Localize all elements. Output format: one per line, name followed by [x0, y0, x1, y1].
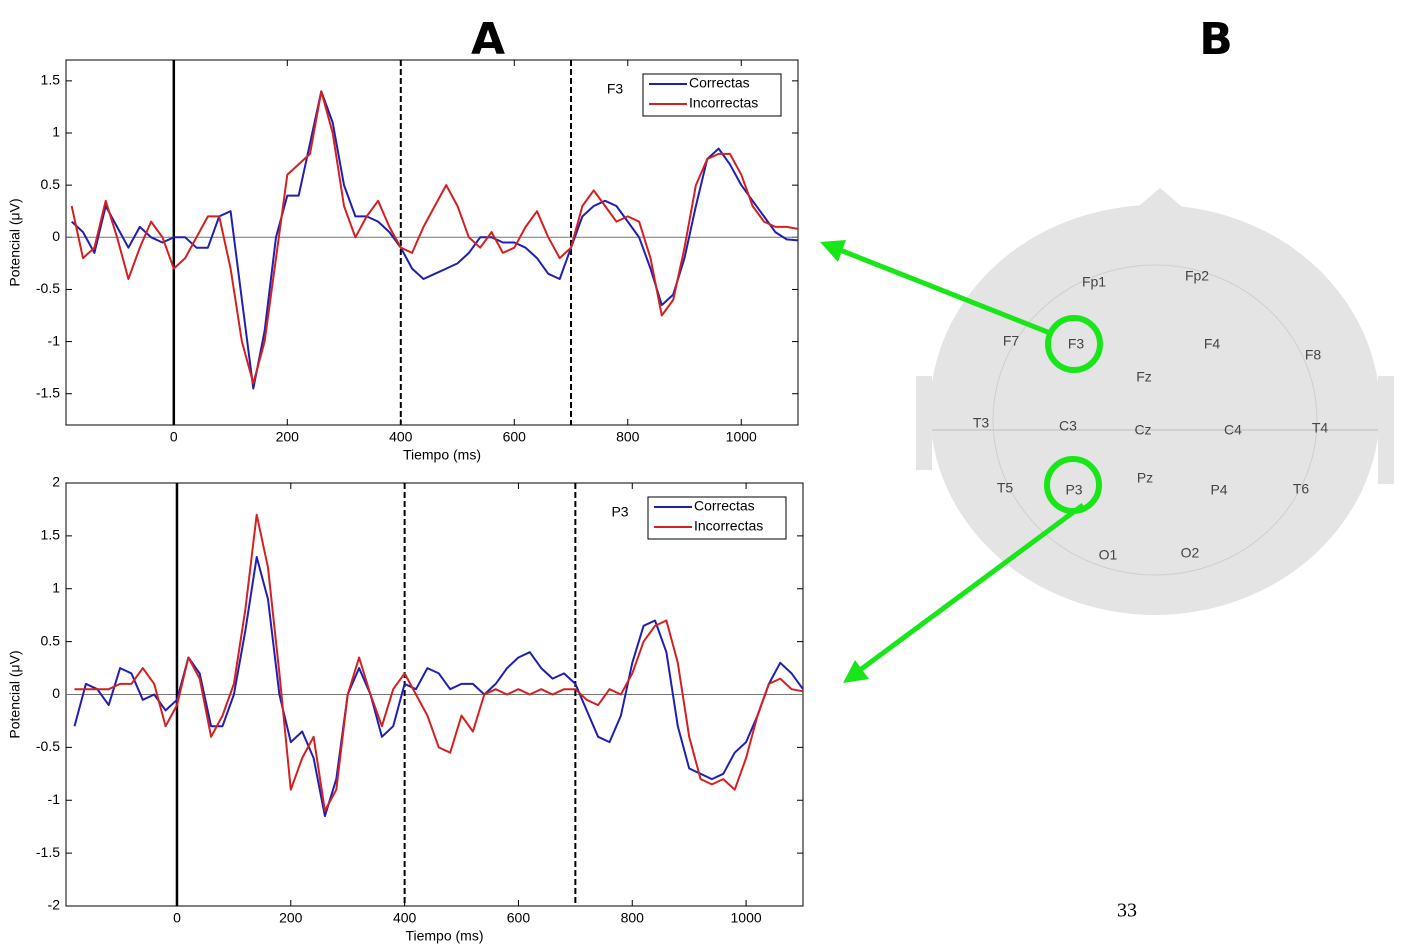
plot-area [65, 59, 799, 426]
x-tick-label: 800 [616, 429, 640, 445]
y-tick-label: -0.5 [36, 280, 60, 296]
arrow-head [820, 240, 846, 262]
electrode: F8 [1305, 347, 1322, 363]
x-tick-label: 200 [276, 429, 300, 445]
panel-label: A [471, 14, 505, 65]
x-tick-label: 1000 [726, 429, 757, 445]
x-tick-label: 0 [173, 910, 181, 926]
series-line [70, 90, 799, 385]
y-tick-label: 1.5 [41, 527, 61, 543]
x-tick-label: 800 [621, 910, 645, 926]
electrode: Fp1 [1082, 274, 1106, 290]
y-tick-label: -1 [48, 791, 61, 807]
x-axis-label: Tiempo (ms) [405, 928, 483, 944]
electrode: F3 [1068, 336, 1085, 352]
y-tick-label: -2 [48, 897, 61, 913]
highlight-circle [1045, 315, 1103, 373]
electrode: Cz [1134, 422, 1151, 438]
annotation: P3 [611, 504, 628, 520]
electrode: T3 [973, 415, 990, 431]
electrode: T4 [1312, 420, 1329, 436]
series-line [74, 513, 804, 812]
page-number: 33 [1117, 900, 1137, 922]
head-ring [992, 264, 1318, 576]
y-axis-label: Potencial (μV) [7, 650, 23, 738]
y-tick-label: 0.5 [41, 176, 61, 192]
ear [916, 376, 932, 470]
electrode: F7 [1003, 333, 1020, 349]
y-tick-label: 0 [52, 228, 60, 244]
legend-label: Correctas [689, 75, 750, 91]
y-tick-label: 1 [52, 579, 60, 595]
electrode: Fp2 [1185, 268, 1209, 284]
electrode: Pz [1137, 470, 1153, 486]
y-tick-label: 1.5 [41, 72, 61, 88]
electrode: F4 [1204, 336, 1221, 352]
y-tick-label: 0 [52, 685, 60, 701]
electrode: O2 [1181, 545, 1200, 561]
head [930, 205, 1380, 615]
x-tick-label: 400 [389, 429, 413, 445]
legend-label: Incorrectas [694, 518, 763, 534]
electrode: C4 [1224, 422, 1242, 438]
x-tick-label: 600 [507, 910, 531, 926]
x-tick-label: 400 [393, 910, 417, 926]
series-line [73, 556, 804, 818]
x-tick-label: 1000 [731, 910, 762, 926]
panel-label: B [1199, 14, 1233, 65]
y-tick-label: -0.5 [36, 738, 60, 754]
electrode: P4 [1210, 482, 1227, 498]
y-tick-label: 2 [52, 474, 60, 490]
arrow-head [843, 660, 869, 683]
arrow [858, 502, 1085, 673]
electrode: T5 [997, 480, 1014, 496]
electrode: T6 [1293, 481, 1310, 497]
head-diagram: Fp1 Fp2 F7 F3 F4 F8 Fz T3 C3 Cz C4 T4 T5… [820, 188, 1394, 683]
arrow [839, 247, 1051, 336]
y-tick-label: -1 [48, 332, 61, 348]
legend-label: Incorrectas [689, 95, 758, 111]
y-tick-label: -1.5 [36, 844, 60, 860]
legend [642, 73, 782, 117]
x-tick-label: 600 [503, 429, 527, 445]
legend-label: Correctas [694, 498, 755, 514]
electrode: C3 [1059, 418, 1077, 434]
y-axis-label: Potencial (μV) [7, 198, 23, 286]
electrode: P3 [1065, 482, 1082, 498]
y-tick-label: 0.5 [41, 632, 61, 648]
electrode: O1 [1099, 547, 1118, 563]
y-tick-label: 1 [52, 124, 60, 140]
x-tick-label: 0 [170, 429, 178, 445]
y-tick-label: -1.5 [36, 384, 60, 400]
legend [647, 496, 787, 540]
electrode: Fz [1136, 369, 1152, 385]
x-tick-label: 200 [279, 910, 303, 926]
ear [1378, 376, 1394, 484]
annotation: F3 [607, 81, 624, 97]
x-axis-label: Tiempo (ms) [403, 447, 481, 463]
